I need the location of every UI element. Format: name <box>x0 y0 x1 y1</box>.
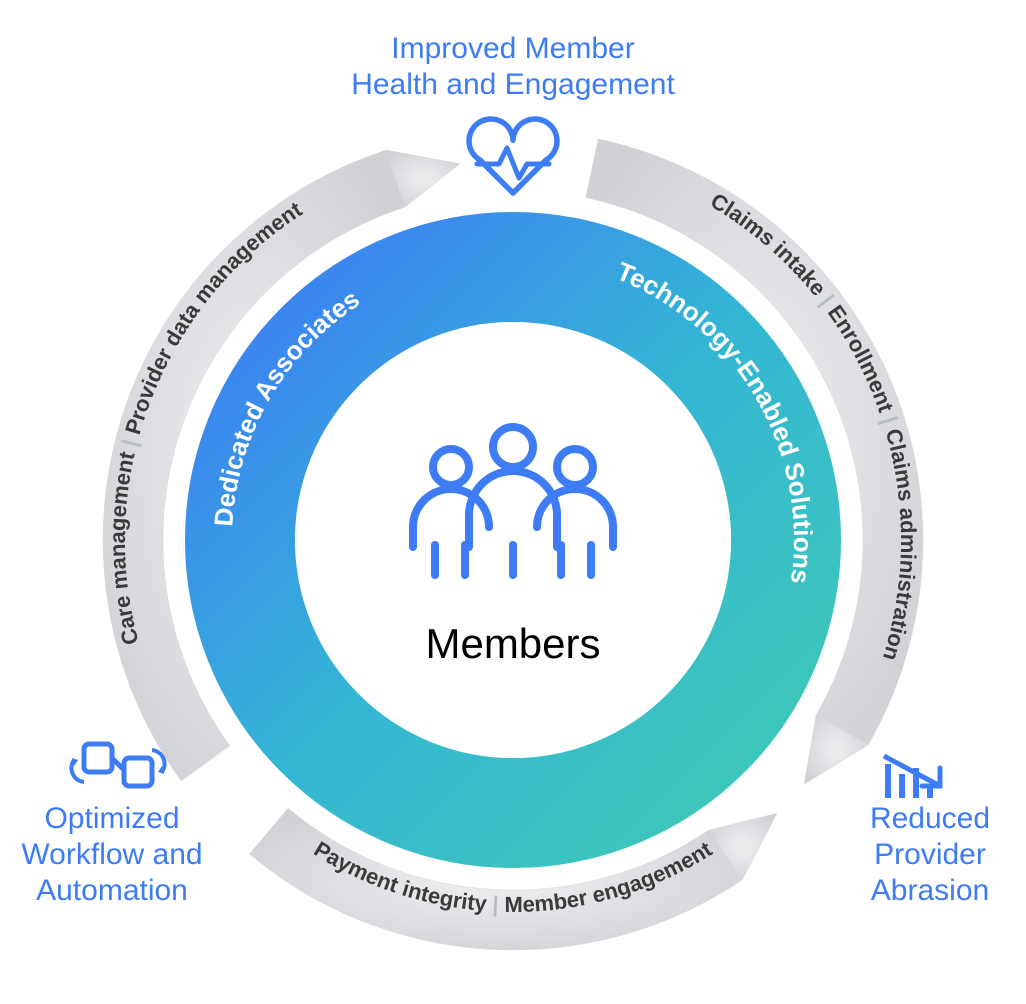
infographic-canvas: Dedicated AssociatesTechnology-Enabled S… <box>0 0 1026 1004</box>
heart-pulse-icon <box>469 119 557 193</box>
outcome-left-label: OptimizedWorkflow andAutomation <box>21 802 202 907</box>
chart-down-icon <box>884 756 940 798</box>
outcome-top-label: Improved MemberHealth and Engagement <box>351 32 675 101</box>
workflow-icon <box>71 744 164 786</box>
center-label: Members <box>425 620 600 667</box>
center-disc <box>295 322 731 758</box>
outcome-right-label: ReducedProviderAbrasion <box>870 802 990 907</box>
